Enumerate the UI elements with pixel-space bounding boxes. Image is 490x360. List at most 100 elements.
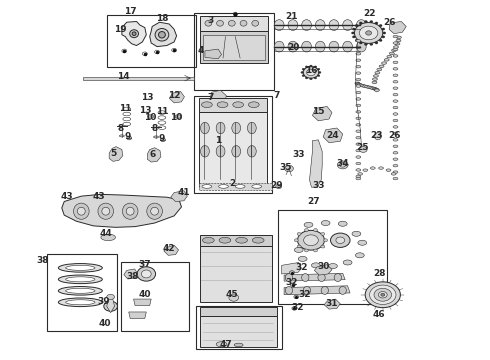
Ellipse shape — [369, 86, 374, 89]
Ellipse shape — [359, 147, 367, 152]
Ellipse shape — [318, 274, 325, 282]
Ellipse shape — [355, 253, 364, 258]
Text: 33: 33 — [293, 150, 305, 159]
Ellipse shape — [232, 122, 241, 134]
Text: 2: 2 — [230, 179, 236, 188]
Ellipse shape — [304, 235, 318, 246]
Ellipse shape — [356, 104, 361, 107]
Ellipse shape — [314, 66, 317, 68]
Ellipse shape — [356, 177, 361, 180]
Ellipse shape — [395, 42, 400, 45]
Ellipse shape — [205, 21, 212, 26]
Ellipse shape — [379, 24, 382, 27]
Ellipse shape — [147, 203, 162, 219]
Ellipse shape — [314, 249, 318, 252]
Polygon shape — [83, 77, 194, 80]
Polygon shape — [205, 49, 221, 59]
Ellipse shape — [343, 20, 352, 31]
Text: 13: 13 — [141, 93, 153, 102]
Ellipse shape — [355, 24, 358, 27]
Ellipse shape — [285, 287, 293, 294]
Text: 32: 32 — [285, 278, 297, 287]
Text: 40: 40 — [139, 290, 151, 299]
Ellipse shape — [155, 28, 169, 41]
Polygon shape — [203, 35, 265, 60]
Ellipse shape — [365, 282, 400, 308]
Text: 11: 11 — [156, 107, 168, 116]
Ellipse shape — [356, 111, 361, 113]
Text: 41: 41 — [177, 188, 190, 197]
Ellipse shape — [372, 81, 377, 84]
Ellipse shape — [200, 122, 209, 134]
Ellipse shape — [393, 42, 398, 44]
Ellipse shape — [160, 138, 165, 141]
Ellipse shape — [233, 102, 244, 108]
Ellipse shape — [107, 294, 115, 300]
Ellipse shape — [302, 274, 309, 282]
Text: 26: 26 — [383, 18, 395, 27]
Ellipse shape — [151, 207, 159, 215]
Ellipse shape — [355, 39, 358, 41]
Polygon shape — [284, 286, 350, 295]
Ellipse shape — [356, 20, 366, 31]
Ellipse shape — [175, 115, 181, 118]
Text: 13: 13 — [139, 105, 151, 114]
Ellipse shape — [58, 287, 102, 295]
Polygon shape — [134, 299, 151, 306]
Text: 30: 30 — [317, 262, 329, 271]
Text: 19: 19 — [114, 25, 127, 34]
Text: 43: 43 — [60, 192, 73, 201]
Polygon shape — [313, 107, 332, 121]
Polygon shape — [323, 128, 343, 143]
Ellipse shape — [216, 122, 225, 134]
Ellipse shape — [314, 77, 317, 79]
Text: 15: 15 — [312, 107, 324, 116]
Ellipse shape — [367, 86, 372, 89]
Ellipse shape — [232, 145, 241, 157]
Ellipse shape — [294, 239, 298, 242]
Ellipse shape — [359, 84, 364, 86]
Ellipse shape — [58, 298, 102, 307]
Ellipse shape — [393, 55, 398, 57]
Ellipse shape — [356, 98, 361, 100]
Ellipse shape — [66, 288, 95, 293]
Text: 14: 14 — [117, 72, 129, 81]
Ellipse shape — [365, 21, 368, 23]
Text: 25: 25 — [356, 143, 368, 152]
Polygon shape — [200, 31, 269, 63]
Ellipse shape — [74, 203, 89, 219]
Ellipse shape — [356, 123, 361, 126]
Ellipse shape — [252, 21, 259, 26]
Ellipse shape — [374, 288, 392, 301]
Polygon shape — [198, 112, 267, 187]
Text: 1: 1 — [215, 136, 221, 145]
Ellipse shape — [393, 126, 398, 128]
Bar — [194, 13, 274, 90]
Ellipse shape — [375, 22, 378, 24]
Text: 26: 26 — [388, 131, 400, 140]
Text: 9: 9 — [159, 134, 165, 143]
Ellipse shape — [274, 20, 284, 31]
Ellipse shape — [58, 264, 102, 272]
Polygon shape — [122, 22, 147, 45]
Ellipse shape — [137, 267, 156, 281]
Text: 31: 31 — [325, 299, 338, 308]
Ellipse shape — [375, 42, 378, 44]
Ellipse shape — [247, 145, 256, 157]
Ellipse shape — [219, 185, 228, 188]
Ellipse shape — [374, 89, 379, 91]
Ellipse shape — [370, 167, 375, 169]
Ellipse shape — [356, 169, 361, 171]
Ellipse shape — [363, 85, 368, 87]
Ellipse shape — [102, 207, 110, 215]
Text: 5: 5 — [110, 149, 116, 158]
Ellipse shape — [229, 294, 239, 301]
Ellipse shape — [307, 69, 316, 76]
Ellipse shape — [382, 62, 387, 64]
Ellipse shape — [66, 277, 95, 282]
Ellipse shape — [393, 171, 398, 174]
Ellipse shape — [252, 185, 262, 188]
Text: 33: 33 — [312, 181, 324, 190]
Ellipse shape — [159, 32, 165, 38]
Ellipse shape — [240, 21, 247, 26]
